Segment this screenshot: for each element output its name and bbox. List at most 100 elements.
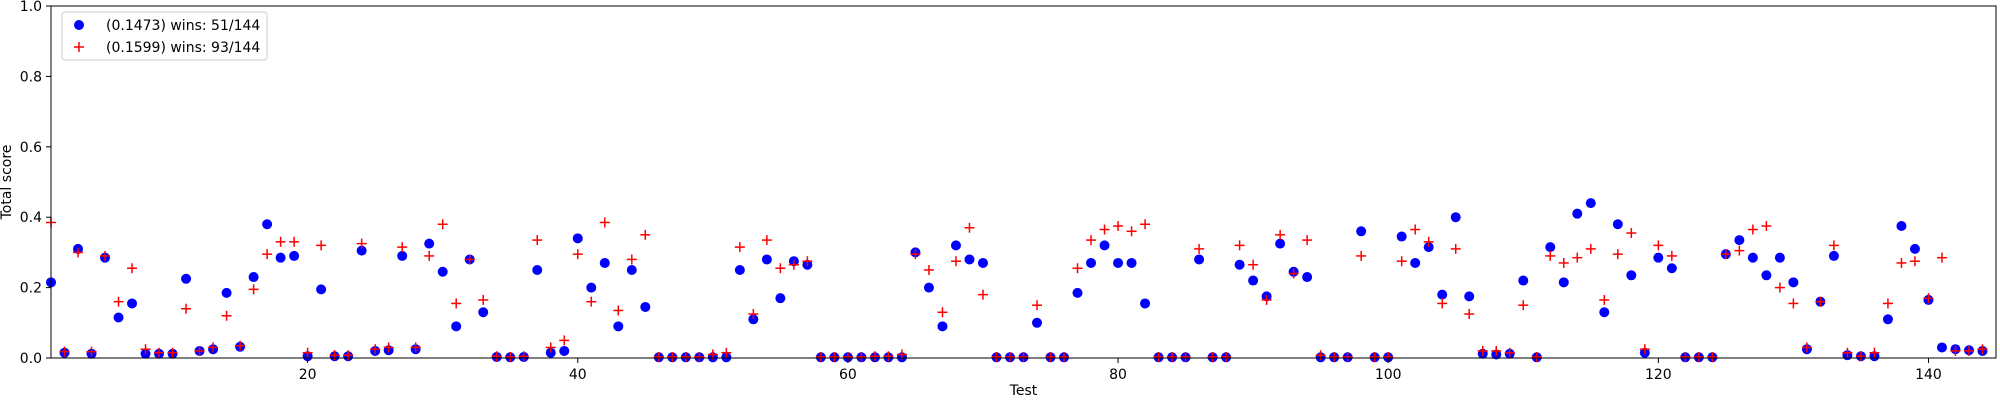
series-2-point xyxy=(167,347,178,358)
series-2-point xyxy=(991,351,1002,362)
series-2-point xyxy=(1464,309,1475,319)
series-1-point xyxy=(734,265,745,275)
series-1-point xyxy=(1882,314,1893,325)
series-2-point xyxy=(1207,351,1218,362)
series-1-point xyxy=(923,282,934,293)
series-1-point xyxy=(1356,226,1367,237)
series-2-point xyxy=(1558,257,1569,268)
series-2-point xyxy=(1342,351,1353,362)
series-2-point xyxy=(1950,345,1961,356)
series-2-point xyxy=(181,303,192,314)
series-1-point xyxy=(1450,212,1461,223)
series-1-point xyxy=(1302,272,1313,283)
series-2-point xyxy=(1828,240,1839,251)
series-2-point xyxy=(289,236,300,247)
series-1-point xyxy=(1545,242,1556,253)
series-2-point xyxy=(1234,240,1245,251)
series-2-point xyxy=(532,235,543,246)
series-2-point xyxy=(559,335,570,346)
series-1-point xyxy=(397,250,408,261)
series-2-point xyxy=(329,350,340,361)
series-1-point xyxy=(559,345,570,356)
series-2-point xyxy=(572,249,583,260)
x-tick-label: 40 xyxy=(569,367,587,383)
y-tick-label: 0.6 xyxy=(20,140,42,156)
series-2-point xyxy=(478,294,489,305)
series-2-point xyxy=(1680,351,1691,362)
x-axis-label: Test xyxy=(1009,383,1038,399)
series-2-point xyxy=(59,346,70,357)
series-2-point xyxy=(1612,249,1623,260)
series-2-point xyxy=(937,307,948,318)
series-2-point xyxy=(667,351,678,362)
series-2-point xyxy=(1815,296,1826,307)
series-1-point xyxy=(437,266,448,277)
series-2-point xyxy=(1585,243,1596,254)
series-1-point xyxy=(1086,257,1097,268)
series-2-point xyxy=(721,347,732,358)
series-1-point xyxy=(586,282,597,293)
legend-label-series-1: (0.1473) wins: 51/144 xyxy=(106,18,260,34)
series-1-point xyxy=(289,250,300,261)
series-2-point xyxy=(1734,245,1745,256)
y-tick-label: 1.0 xyxy=(20,0,42,15)
y-tick-label: 0.4 xyxy=(20,210,42,226)
y-tick-label: 0.2 xyxy=(20,281,42,297)
series-1-point xyxy=(1653,252,1664,263)
legend-label-series-2: (0.1599) wins: 93/144 xyxy=(106,40,260,56)
series-2-point xyxy=(1774,282,1785,293)
series-2-point xyxy=(883,351,894,362)
series-2-point xyxy=(1761,221,1772,231)
series-1-point xyxy=(1747,252,1758,263)
series-2-point xyxy=(1180,351,1191,362)
series-2-point xyxy=(950,256,961,267)
series-2-point xyxy=(680,351,691,362)
x-tick-label: 80 xyxy=(1109,367,1127,383)
series-1-point xyxy=(1410,257,1421,268)
series-2-point xyxy=(1153,351,1164,362)
series-2-point xyxy=(1059,351,1070,362)
series-2-point xyxy=(761,235,772,246)
y-tick-label: 0.8 xyxy=(20,69,42,85)
series-2-point xyxy=(653,351,664,362)
series-2-point xyxy=(1909,256,1920,267)
series-2-point xyxy=(1504,347,1515,358)
series-2-point xyxy=(1045,351,1056,362)
series-2-point xyxy=(1450,243,1461,254)
plot-frame xyxy=(50,5,1997,359)
series-1-point xyxy=(1113,257,1124,268)
series-1-point xyxy=(761,254,772,265)
series-2-point xyxy=(464,254,475,265)
series-1-point xyxy=(1612,219,1623,230)
series-2-point xyxy=(73,247,84,258)
series-2-point xyxy=(1369,351,1380,362)
series-1-point xyxy=(545,347,556,358)
series-2-point xyxy=(964,222,975,233)
series-2-point xyxy=(100,250,111,261)
series-2-point xyxy=(1545,250,1556,261)
series-1-point xyxy=(977,257,988,268)
series-1-point xyxy=(1518,275,1529,286)
series-2-point xyxy=(775,263,786,274)
series-2-point xyxy=(397,242,408,253)
series-2-point xyxy=(451,298,462,309)
series-2-point xyxy=(1639,344,1650,355)
legend-frame xyxy=(61,11,268,61)
series-1-point xyxy=(113,312,124,323)
series-2-point xyxy=(788,259,799,270)
series-1-point xyxy=(1248,275,1259,286)
series-1-point xyxy=(950,240,961,251)
series-1-point xyxy=(1761,270,1772,281)
series-1-point xyxy=(1396,231,1407,242)
series-2-point xyxy=(1018,351,1029,362)
series-2-point xyxy=(869,351,880,362)
series-1-point xyxy=(127,298,138,309)
series-1-point xyxy=(1896,221,1907,231)
series-2-point xyxy=(86,346,97,357)
series-2-point xyxy=(613,305,624,316)
series-2-point xyxy=(262,249,273,260)
series-2-point xyxy=(1167,351,1178,362)
series-1-point xyxy=(1626,270,1637,281)
series-2-point xyxy=(1302,235,1313,246)
series-2-point xyxy=(1882,298,1893,309)
